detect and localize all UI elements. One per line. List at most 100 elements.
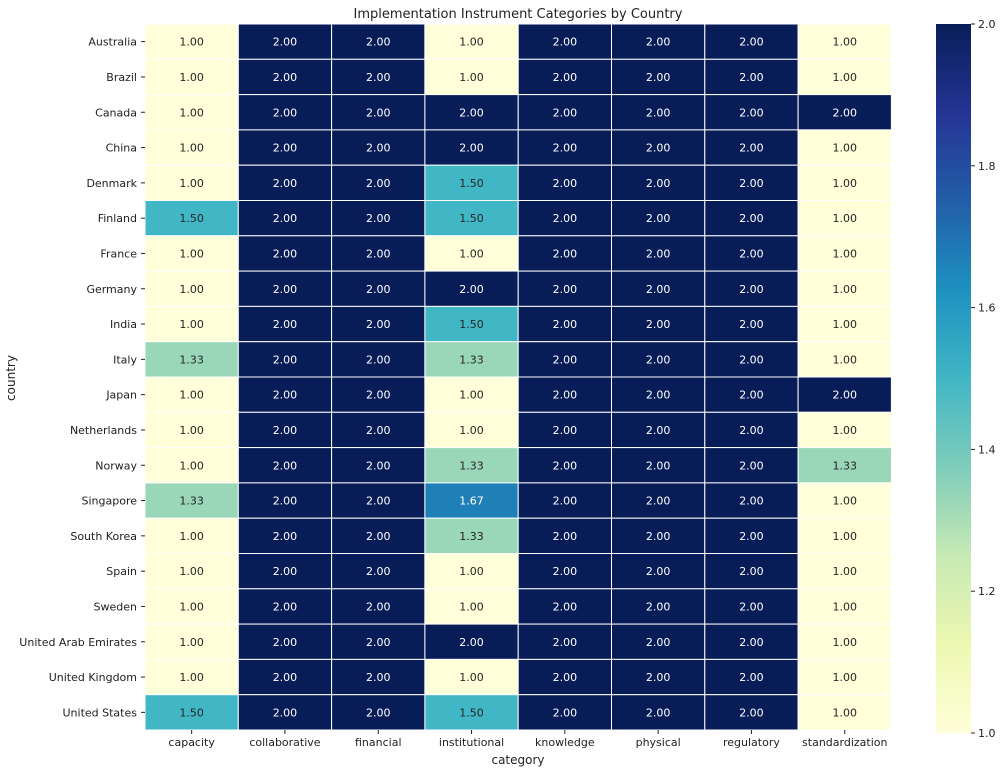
cell-value-label: 2.00	[273, 424, 298, 437]
heatmap-cell	[331, 447, 426, 484]
heatmap-cell	[797, 447, 892, 484]
cell-value-label: 1.00	[833, 424, 858, 437]
cell-value-label: 1.00	[833, 636, 858, 649]
y-tick-label: United Arab Emirates	[19, 636, 137, 649]
heatmap-cell	[144, 588, 239, 625]
cell-value-label: 1.67	[459, 495, 484, 508]
heatmap-cell	[237, 200, 333, 237]
cell-value-label: 1.00	[833, 36, 858, 49]
heatmap-cell	[797, 235, 892, 272]
cell-value-label: 2.00	[366, 565, 391, 578]
heatmap-cell	[611, 94, 706, 131]
y-tick-label: Canada	[95, 106, 137, 119]
colorbar-tick-label: 1.2	[978, 585, 996, 598]
heatmap-cell	[144, 411, 239, 449]
cell-value-label: 2.00	[646, 389, 671, 402]
heatmap-cell	[331, 482, 426, 519]
cell-value-label: 2.00	[646, 424, 671, 437]
cell-value-label: 2.00	[273, 600, 298, 613]
cell-value-label: 1.00	[833, 177, 858, 190]
cell-value-label: 2.00	[739, 706, 764, 719]
heatmap-cell	[144, 129, 239, 166]
cell-value-label: 2.00	[366, 318, 391, 331]
heatmap-cell	[611, 623, 706, 660]
heatmap-cell	[144, 517, 239, 555]
cell-value-label: 2.00	[646, 600, 671, 613]
y-tick-label: Denmark	[86, 177, 137, 190]
heatmap-cell	[517, 164, 613, 201]
cell-value-label: 2.00	[646, 106, 671, 119]
heatmap-cell	[237, 376, 333, 413]
heatmap-cell	[797, 658, 892, 696]
cell-value-label: 2.00	[459, 636, 484, 649]
heatmap-cell	[704, 658, 799, 696]
heatmap-cell	[144, 553, 239, 590]
cell-value-label: 1.00	[179, 636, 204, 649]
cell-value-label: 2.00	[553, 212, 578, 225]
heatmap-cell	[797, 341, 892, 378]
heatmap-cell	[331, 694, 426, 731]
cell-value-label: 1.33	[179, 353, 204, 366]
heatmap-cell	[331, 658, 426, 696]
heatmap-cell	[517, 129, 613, 166]
cell-value-label: 2.00	[553, 71, 578, 84]
cell-value-label: 1.00	[179, 389, 204, 402]
cell-value-label: 1.33	[459, 459, 484, 472]
cell-value-label: 1.50	[459, 177, 484, 190]
cell-value-label: 2.00	[553, 530, 578, 543]
x-axis-label: category	[491, 753, 544, 767]
cell-value-label: 2.00	[273, 706, 298, 719]
heatmap-cell	[237, 553, 333, 590]
cell-value-label: 2.00	[646, 71, 671, 84]
heatmap-cell	[424, 94, 519, 131]
y-tick-label: Italy	[113, 353, 137, 366]
cell-value-label: 2.00	[739, 530, 764, 543]
cell-value-label: 2.00	[553, 389, 578, 402]
chart-title: Implementation Instrument Categories by …	[354, 7, 683, 22]
heatmap-cell	[797, 58, 892, 96]
heatmap-cell	[611, 23, 706, 60]
heatmap-cell	[424, 447, 519, 484]
cell-value-label: 2.00	[273, 142, 298, 155]
cell-value-label: 2.00	[646, 636, 671, 649]
x-tick-label: knowledge	[535, 736, 595, 749]
heatmap-cell	[331, 270, 426, 307]
cell-value-label: 1.00	[833, 530, 858, 543]
cell-value-label: 2.00	[553, 106, 578, 119]
heatmap-cell	[517, 200, 613, 237]
y-tick-label: United States	[63, 706, 138, 719]
cell-value-label: 2.00	[739, 318, 764, 331]
colorbar-gradient	[936, 24, 971, 733]
cell-value-label: 1.00	[459, 71, 484, 84]
heatmap-cell	[424, 694, 519, 731]
heatmap-cell	[704, 200, 799, 237]
heatmap-cell	[331, 94, 426, 131]
heatmap-cell	[331, 588, 426, 625]
heatmap-cell	[424, 658, 519, 696]
heatmap-cell	[611, 341, 706, 378]
cell-value-label: 2.00	[459, 283, 484, 296]
y-tick-label: China	[106, 142, 137, 155]
heatmap-cell	[331, 553, 426, 590]
heatmap-cell	[517, 235, 613, 272]
heatmap-cell	[424, 58, 519, 96]
cell-value-label: 2.00	[646, 459, 671, 472]
heatmap-cell	[424, 517, 519, 555]
y-tick-label: Japan	[105, 389, 137, 402]
heatmap-cell	[611, 305, 706, 343]
cell-value-label: 2.00	[739, 106, 764, 119]
cell-value-label: 1.00	[459, 247, 484, 260]
heatmap-cell	[517, 305, 613, 343]
heatmap-cell	[144, 235, 239, 272]
cell-value-label: 1.00	[833, 353, 858, 366]
heatmap-cell	[331, 235, 426, 272]
heatmap-cell	[797, 270, 892, 307]
cell-value-label: 2.00	[739, 495, 764, 508]
cell-value-label: 2.00	[646, 318, 671, 331]
heatmap-cell	[611, 58, 706, 96]
y-tick-label: Germany	[86, 283, 137, 296]
heatmap-cell	[797, 623, 892, 660]
cell-value-label: 1.00	[833, 318, 858, 331]
heatmap-cell	[704, 376, 799, 413]
y-tick-label: Singapore	[82, 495, 138, 508]
